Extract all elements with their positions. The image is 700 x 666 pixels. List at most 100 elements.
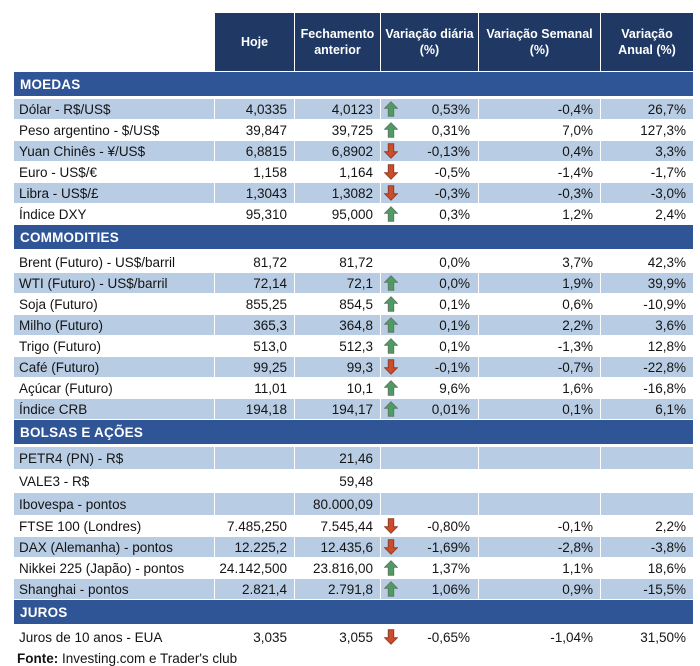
cell-variacao-semanal: -0,4%	[479, 99, 600, 119]
cell-variacao-semanal: 7,0%	[562, 122, 593, 138]
cell-fechamento-anterior: 364,8	[295, 315, 380, 335]
header-col-variacao-semanal: Variação Semanal (%)	[479, 13, 600, 71]
cell-hoje: 513,0	[253, 338, 287, 354]
cell-hoje: 72,14	[215, 273, 294, 293]
cell-variacao-diaria: 0,1%	[381, 294, 478, 314]
cell-variacao-diaria: 1,06%	[381, 579, 478, 599]
table-row: Soja (Futuro) 855,25 854,5 0,1% 0,6% -10,9%	[14, 294, 693, 314]
cell-hoje: 855,25	[245, 296, 287, 312]
cell-hoje: 1,158	[253, 164, 287, 180]
variacao-diaria-value: 0,3%	[439, 206, 470, 222]
cell-variacao-anual: 42,3%	[647, 254, 686, 270]
table-row: Café (Futuro) 99,25 99,3 -0,1% -0,7% -22,8%	[14, 357, 693, 377]
cell-hoje: 365,3	[215, 315, 294, 335]
down-arrow-icon	[384, 185, 398, 201]
table-row: Euro - US$/€ 1,158 1,164 -0,5% -1,4% -1,7%	[14, 162, 693, 182]
section-header-moedas: MOEDAS	[14, 72, 693, 96]
row-label: Brent (Futuro) - US$/barril	[19, 254, 176, 270]
row-label: Milho (Futuro)	[14, 315, 214, 335]
cell-fechamento-anterior: 3,055	[339, 629, 373, 645]
cell-variacao-semanal: 0,1%	[479, 399, 600, 419]
cell-hoje: 95,310	[245, 206, 287, 222]
cell-variacao-anual: 127,3%	[640, 122, 686, 138]
variacao-diaria-value: -0,80%	[427, 518, 470, 534]
up-arrow-icon	[384, 581, 398, 597]
down-arrow-icon	[384, 143, 398, 159]
row-label: Shanghai - pontos	[14, 579, 214, 599]
cell-fechamento-anterior: 194,17	[295, 399, 380, 419]
row-label: Ibovespa - pontos	[14, 493, 214, 515]
cell-variacao-anual: -15,5%	[601, 579, 693, 599]
section-header-commodities: COMMODITIES	[14, 225, 693, 249]
up-arrow-icon	[384, 275, 398, 291]
cell-variacao-anual: 39,9%	[601, 273, 693, 293]
cell-variacao-anual: 3,6%	[601, 315, 693, 335]
table-row: Yuan Chinês - ¥/US$ 6,8815 6,8902 -0,13% 0,4…	[14, 141, 693, 161]
cell-hoje: 7.485,250	[226, 518, 287, 534]
cell-fechamento-anterior: 7.545,44	[320, 518, 373, 534]
down-arrow-icon	[384, 629, 398, 645]
cell-variacao-diaria: 0,1%	[381, 315, 478, 335]
cell-fechamento-anterior: 2.791,8	[295, 579, 380, 599]
up-arrow-icon	[384, 401, 398, 417]
row-label: Trigo (Futuro)	[19, 338, 102, 354]
variacao-diaria-value: 0,0%	[439, 254, 470, 270]
cell-variacao-diaria: 0,1%	[381, 336, 478, 356]
cell-hoje	[215, 470, 294, 492]
table-row: WTI (Futuro) - US$/barril 72,14 72,1 0,0% 1,…	[14, 273, 693, 293]
cell-hoje: 6,8815	[215, 141, 294, 161]
source-label: Fonte:	[17, 651, 59, 666]
cell-variacao-diaria	[381, 447, 478, 469]
down-arrow-icon	[384, 359, 398, 375]
cell-variacao-anual: 2,2%	[655, 518, 686, 534]
header-col-fechamento-anterior: Fechamento anterior	[295, 13, 380, 71]
cell-variacao-semanal	[479, 493, 600, 515]
variacao-diaria-value: 0,1%	[439, 338, 470, 354]
cell-fechamento-anterior: 6,8902	[295, 141, 380, 161]
cell-variacao-semanal: -2,8%	[479, 537, 600, 557]
cell-hoje: 194,18	[215, 399, 294, 419]
cell-variacao-semanal: 1,2%	[562, 206, 593, 222]
row-label: Peso argentino - $/US$	[19, 122, 160, 138]
table-row: Shanghai - pontos 2.821,4 2.791,8 1,06% 0,9%…	[14, 579, 693, 599]
row-label: Índice DXY	[19, 206, 87, 222]
cell-fechamento-anterior: 4,0123	[295, 99, 380, 119]
cell-variacao-diaria: -0,65%	[381, 627, 478, 647]
variacao-diaria-value: -0,65%	[427, 629, 470, 645]
header-col-variacao-anual: Variação Anual (%)	[601, 13, 693, 71]
cell-variacao-anual: 26,7%	[601, 99, 693, 119]
cell-variacao-semanal	[479, 447, 600, 469]
cell-variacao-semanal: -0,7%	[479, 357, 600, 377]
row-label: Soja (Futuro)	[19, 296, 98, 312]
table-row: Juros de 10 anos - EUA 3,035 3,055 -0,65% -1…	[14, 627, 693, 647]
cell-variacao-semanal: 1,9%	[479, 273, 600, 293]
cell-variacao-anual	[601, 470, 693, 492]
cell-variacao-anual	[601, 493, 693, 515]
cell-variacao-anual: 31,50%	[640, 629, 686, 645]
cell-fechamento-anterior: 39,725	[331, 122, 373, 138]
table-row: Dólar - R$/US$ 4,0335 4,0123 0,53% -0,4% 26,7…	[14, 99, 693, 119]
cell-variacao-diaria: 0,53%	[381, 99, 478, 119]
cell-variacao-anual: -16,8%	[643, 380, 686, 396]
row-label: WTI (Futuro) - US$/barril	[14, 273, 214, 293]
variacao-diaria-value: -0,3%	[434, 185, 470, 201]
cell-hoje: 4,0335	[215, 99, 294, 119]
table-row: Libra - US$/£ 1,3043 1,3082 -0,3% -0,3% -3,0%	[14, 183, 693, 203]
cell-variacao-semanal: -1,3%	[557, 338, 593, 354]
cell-fechamento-anterior: 81,72	[339, 254, 373, 270]
cell-fechamento-anterior: 1,3082	[295, 183, 380, 203]
cell-variacao-diaria: 0,0%	[381, 252, 478, 272]
row-label: Nikkei 225 (Japão) - pontos	[19, 560, 185, 576]
cell-variacao-diaria: -0,1%	[381, 357, 478, 377]
cell-variacao-semanal: -0,1%	[557, 518, 593, 534]
cell-fechamento-anterior: 72,1	[295, 273, 380, 293]
cell-variacao-semanal: -0,3%	[479, 183, 600, 203]
variacao-diaria-value: 1,06%	[431, 581, 470, 597]
cell-variacao-semanal: -1,04%	[550, 629, 593, 645]
cell-variacao-anual: 12,8%	[647, 338, 686, 354]
table-row: Brent (Futuro) - US$/barril 81,72 81,72 0,0…	[14, 252, 693, 272]
table-row: Índice CRB 194,18 194,17 0,01% 0,1% 6,1%	[14, 399, 693, 419]
cell-variacao-diaria	[381, 493, 478, 515]
cell-hoje: 12.225,2	[215, 537, 294, 557]
